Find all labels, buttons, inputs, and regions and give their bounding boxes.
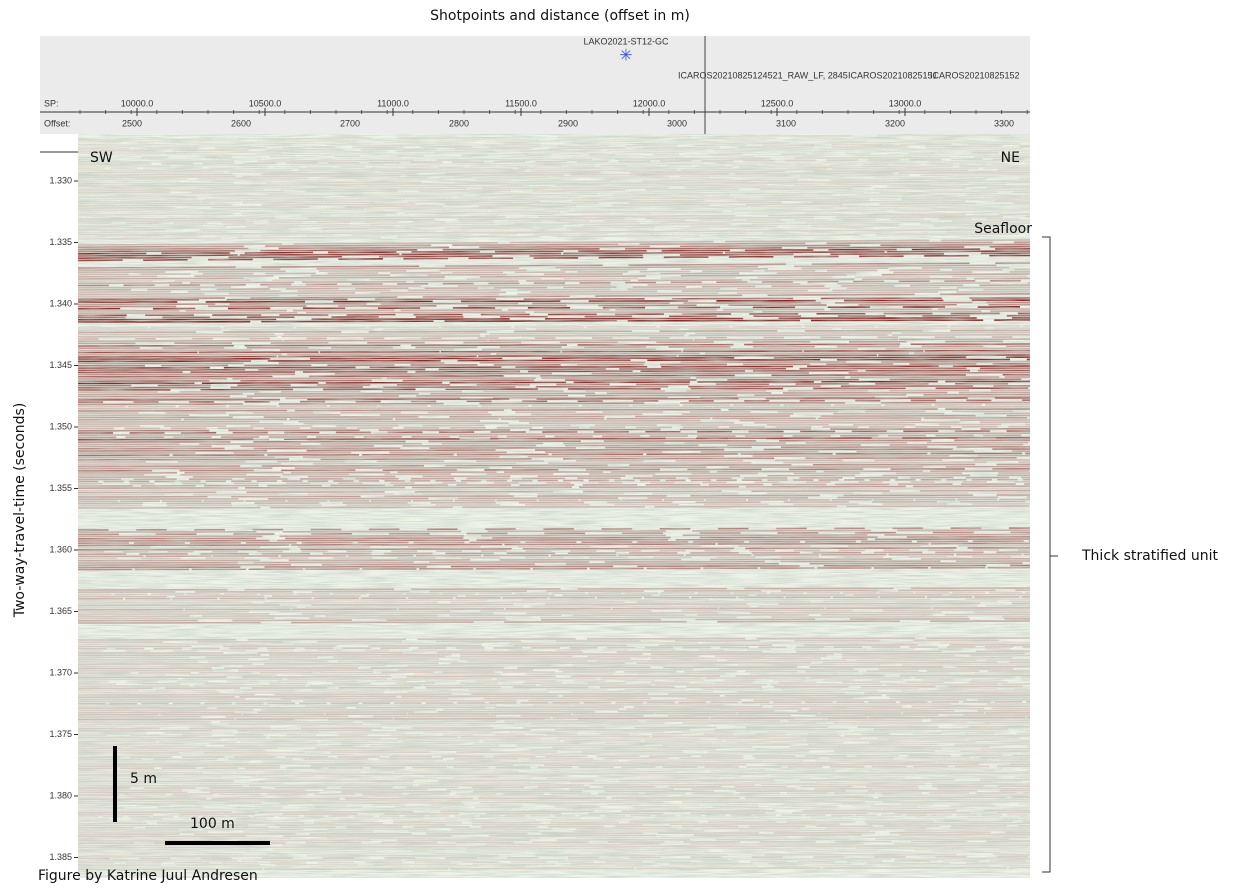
offset-tick-label: 2700	[340, 118, 360, 128]
offset-tick-label: 2500	[122, 118, 142, 128]
y-tick-label: 1.375	[49, 729, 72, 739]
sp-tick-label: 12500.0	[761, 98, 794, 108]
y-tick-label: 1.370	[49, 667, 72, 677]
sw-label: SW	[90, 150, 113, 166]
credit: Figure by Katrine Juul Andresen	[38, 868, 258, 884]
y-tick-label: 1.380	[49, 790, 72, 800]
y-tick-label: 1.385	[49, 852, 72, 862]
y-axis-label: Two-way-travel-time (seconds)	[12, 403, 28, 619]
offset-tick-label: 3300	[994, 118, 1014, 128]
y-tick-label: 1.360	[49, 544, 72, 554]
sp-label: SP:	[44, 98, 59, 108]
sp-tick-label: 12000.0	[633, 98, 666, 108]
bracket	[1042, 236, 1058, 873]
header-panel	[40, 36, 1030, 134]
y-tick-label: 1.340	[49, 298, 72, 308]
marker: ✳	[619, 46, 632, 65]
offset-tick-label: 3100	[776, 118, 796, 128]
seismic-noise	[78, 134, 1030, 878]
offset-tick-label: 2900	[558, 118, 578, 128]
offset-label: Offset:	[44, 118, 70, 128]
sp-tick-label: 10500.0	[249, 98, 282, 108]
y-tick-label: 1.350	[49, 421, 72, 431]
trace-label: ICAROS20210825152	[930, 70, 1020, 80]
horizontal-scale-label: 100 m	[190, 816, 235, 832]
marker-label: LAKO2021-ST12-GC	[583, 36, 669, 46]
vertical-scale-label: 5 m	[130, 771, 157, 787]
seafloor-label: Seafloor	[974, 221, 1032, 237]
unit-label: Thick stratified unit	[1081, 548, 1218, 564]
offset-tick-label: 3000	[667, 118, 687, 128]
trace-label: ICAROS20210825151	[848, 70, 938, 80]
y-tick-label: 1.355	[49, 483, 72, 493]
offset-tick-label: 2600	[231, 118, 251, 128]
ne-label: NE	[1001, 150, 1020, 166]
title: Shotpoints and distance (offset in m)	[430, 8, 690, 24]
sp-tick-label: 13000.0	[889, 98, 922, 108]
y-tick-label: 1.345	[49, 360, 72, 370]
sp-tick-label: 11000.0	[377, 98, 409, 108]
trace-label: ICAROS20210825124521_RAW_LF, 2845	[678, 70, 848, 80]
offset-tick-label: 2800	[449, 118, 469, 128]
y-tick-label: 1.335	[49, 237, 72, 247]
offset-tick-label: 3200	[885, 118, 905, 128]
sp-tick-label: 11500.0	[505, 98, 537, 108]
sp-tick-label: 10000.0	[121, 98, 154, 108]
y-tick-label: 1.365	[49, 606, 72, 616]
y-tick-label: 1.330	[49, 175, 72, 185]
